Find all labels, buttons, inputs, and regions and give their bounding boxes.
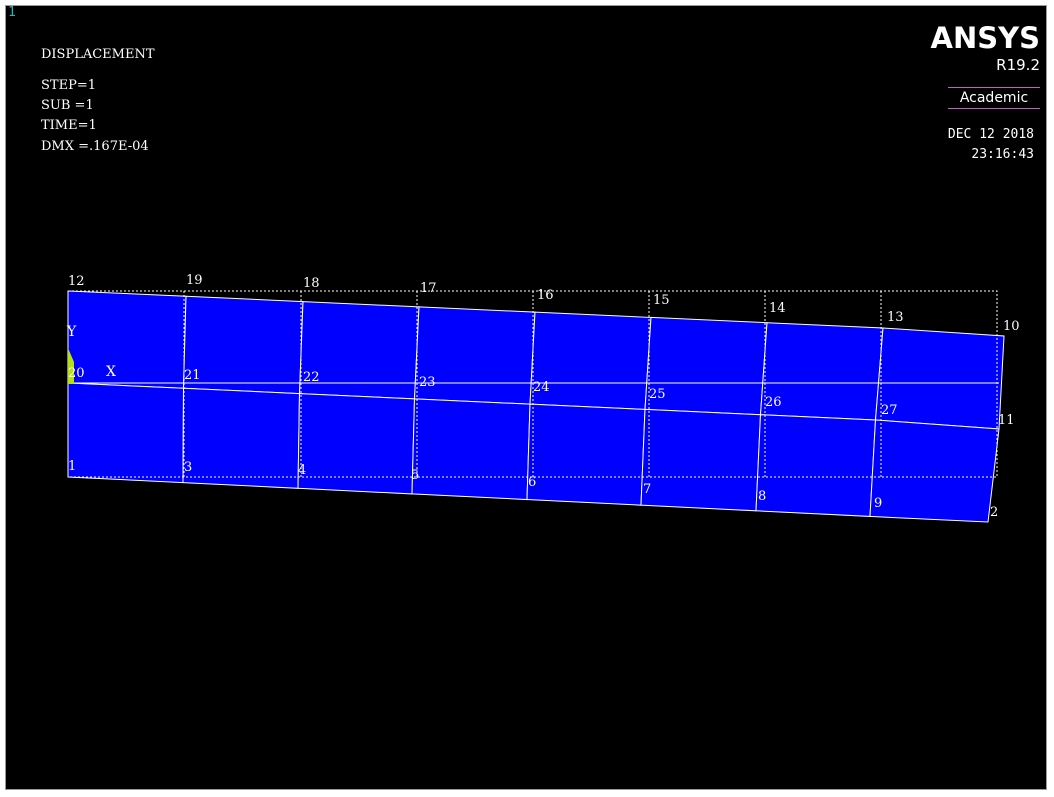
element-lower-4[interactable] bbox=[412, 399, 530, 500]
node-label: 24 bbox=[533, 380, 550, 395]
node-label: 13 bbox=[887, 310, 904, 325]
node-label: 21 bbox=[184, 368, 201, 383]
element-lower-2[interactable] bbox=[183, 388, 300, 488]
node-label: 27 bbox=[881, 403, 898, 418]
y-axis-label: Y bbox=[66, 324, 77, 340]
node-label: 12 bbox=[68, 274, 85, 289]
element-lower-5[interactable] bbox=[527, 404, 645, 505]
node-label: 17 bbox=[420, 281, 437, 296]
node-label: 10 bbox=[1003, 319, 1020, 334]
element-lower-3[interactable] bbox=[298, 394, 415, 494]
node-label: 26 bbox=[765, 395, 782, 410]
element-lower-7[interactable] bbox=[756, 415, 876, 517]
node-label: 11 bbox=[998, 413, 1015, 428]
node-label: 8 bbox=[758, 489, 766, 504]
node-label: 22 bbox=[303, 370, 320, 385]
element-upper-1[interactable] bbox=[68, 291, 186, 388]
node-label: 3 bbox=[184, 460, 192, 475]
element-upper-2[interactable] bbox=[184, 296, 304, 393]
node-label: 6 bbox=[528, 475, 536, 490]
node-label: 16 bbox=[537, 288, 554, 303]
x-axis-label: X bbox=[106, 364, 116, 380]
element-lower-6[interactable] bbox=[641, 409, 761, 510]
node-label: 20 bbox=[68, 366, 85, 381]
node-label: 5 bbox=[411, 468, 419, 483]
node-label: 14 bbox=[769, 301, 786, 316]
node-label: 15 bbox=[653, 293, 670, 308]
node-label: 2 bbox=[990, 505, 998, 520]
node-label: 25 bbox=[649, 387, 666, 402]
element-lower-8[interactable] bbox=[870, 420, 999, 522]
element-lower-1[interactable] bbox=[68, 383, 184, 483]
node-label: 18 bbox=[303, 276, 320, 291]
node-label: 4 bbox=[298, 463, 306, 478]
node-label: 9 bbox=[874, 496, 882, 511]
node-label: 1 bbox=[68, 459, 76, 474]
node-label: 23 bbox=[419, 375, 436, 390]
node-label: 7 bbox=[643, 482, 651, 497]
graphics-window[interactable]: 1 DISPLACEMENT STEP=1 SUB =1 TIME=1 DMX … bbox=[5, 5, 1047, 790]
node-label: 19 bbox=[186, 273, 203, 288]
